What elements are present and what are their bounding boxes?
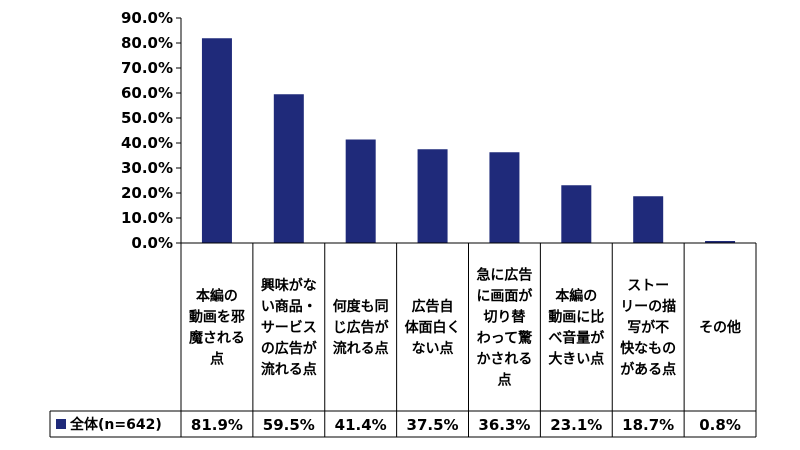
y-tick-label: 80.0% [121,34,173,52]
y-tick-label: 90.0% [121,9,173,27]
y-tick-label: 40.0% [121,134,173,152]
bar [345,139,376,243]
bar [201,38,232,243]
legend-label: 全体(n=642) [69,416,162,433]
bars [201,38,736,243]
legend-swatch [56,419,66,429]
data-value-label: 81.9% [191,416,243,434]
y-tick-label: 20.0% [121,184,173,202]
y-tick-label: 0.0% [131,234,173,252]
bar [417,149,448,243]
x-category-label: 本編の動画を邪魔される点 [189,288,245,368]
y-tick-label: 60.0% [121,84,173,102]
x-category-label: 興味がない商品・サービスの広告が流れる点 [261,277,318,378]
bar [705,241,736,243]
y-tick-label: 30.0% [121,159,173,177]
x-category-label: 広告自体面白くない点 [405,298,461,357]
data-value-label: 37.5% [407,416,459,434]
y-tick-label: 70.0% [121,59,173,77]
bar [273,94,304,243]
data-value-label: 18.7% [622,416,674,434]
data-value-label: 41.4% [335,416,387,434]
data-value-label: 36.3% [478,416,530,434]
x-category-label: 何度も同じ広告が流れる点 [333,298,390,357]
y-axis: 0.0% 10.0% 20.0% 30.0% 40.0% 50.0% 60.0% 70.0% 8… [121,9,182,252]
bar [633,196,664,243]
y-tick-label: 50.0% [121,109,173,127]
data-table: 本編の動画を邪魔される点興味がない商品・サービスの広告が流れる点何度も同じ広告が… [49,242,757,438]
data-value-label: 23.1% [550,416,602,434]
x-category-label: 本編の動画に比べ音量が大きい点 [548,288,605,368]
data-value-label: 0.8% [699,416,741,434]
bar [489,152,520,243]
x-category-label: 急に広告に画面が切り替わって驚かされる点 [476,267,533,389]
x-category-label: その他 [699,319,741,336]
y-tick-label: 10.0% [121,209,173,227]
x-category-label: ストーリーの描写が不快なものがある点 [620,278,676,378]
data-value-label: 59.5% [263,416,315,434]
bar [561,185,592,243]
